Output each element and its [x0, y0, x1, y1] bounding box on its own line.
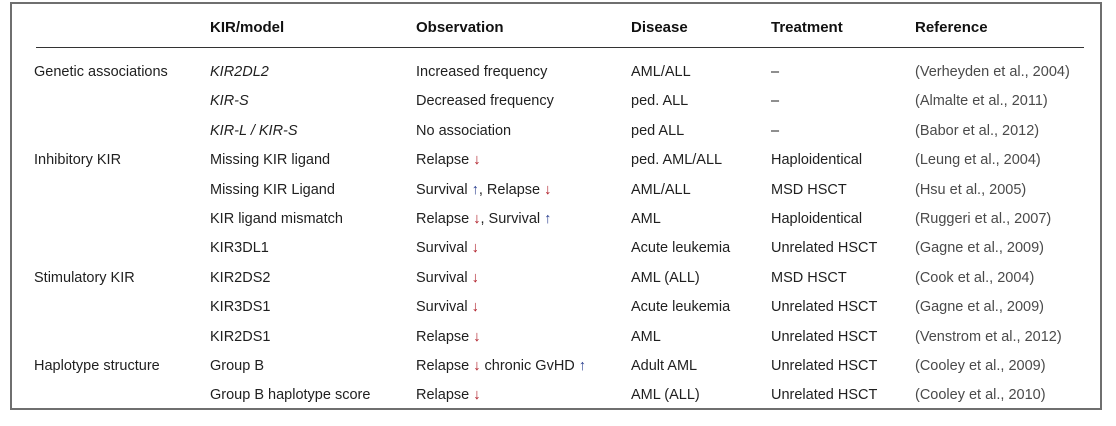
- kir-model-cell: KIR-L / KIR-S: [210, 122, 298, 139]
- treatment-cell: –: [771, 64, 780, 80]
- treatment-cell: Haploidentical: [771, 152, 863, 169]
- arrow-down-icon: ↓: [469, 387, 481, 404]
- reference-cell: (Babor et al., 2012): [915, 122, 1040, 139]
- kir-model-cell: Group B haplotype score: [210, 387, 371, 404]
- observation-text: Survival: [416, 299, 468, 316]
- observation-cell: Relapse ↓: [416, 329, 480, 345]
- treatment-cell: –: [771, 122, 780, 139]
- observation-cell: Survival ↓: [416, 299, 479, 315]
- observation-text: No association: [416, 122, 512, 139]
- observation-text-2: , Survival: [480, 211, 541, 227]
- disease-cell: ped ALL: [631, 122, 685, 139]
- arrow-down-icon: ↓: [467, 240, 479, 257]
- arrow-down-icon: ↓: [467, 269, 479, 286]
- arrow-down-icon: ↓: [469, 328, 481, 345]
- kir-model-cell: KIR3DL1: [210, 240, 269, 257]
- observation-cell: Relapse ↓ chronic GvHD ↑: [416, 358, 586, 374]
- treatment-cell: Unrelated HSCT: [771, 358, 878, 374]
- reference-cell: (Ruggeri et al., 2007): [915, 211, 1052, 227]
- reference-cell: (Gagne et al., 2009): [915, 299, 1044, 316]
- category-cell: Genetic associations: [34, 64, 168, 80]
- observation-cell: Relapse ↓, Survival ↑: [416, 211, 551, 227]
- disease-cell: AML (ALL): [631, 269, 700, 286]
- reference-cell: (Gagne et al., 2009): [915, 240, 1044, 257]
- observation-text: Survival: [416, 181, 468, 198]
- arrow-up-icon: ↑: [540, 211, 552, 227]
- treatment-cell: Unrelated HSCT: [771, 299, 878, 316]
- reference-cell: (Leung et al., 2004): [915, 152, 1041, 169]
- reference-cell: (Verheyden et al., 2004): [915, 64, 1070, 80]
- observation-text-2: chronic GvHD: [480, 358, 575, 374]
- observation-cell: Relapse ↓: [416, 152, 480, 168]
- kir-model-cell: KIR ligand mismatch: [210, 211, 343, 227]
- kir-model-cell: Group B: [210, 358, 264, 374]
- disease-cell: Adult AML: [631, 358, 698, 374]
- observation-cell: Survival ↓: [416, 270, 479, 286]
- table-frame: KIR/model Observation Disease Treatment …: [10, 2, 1102, 410]
- observation-cell: Increased frequency: [416, 64, 547, 80]
- disease-cell: AML: [631, 328, 661, 345]
- treatment-cell: Haploidentical: [771, 211, 863, 227]
- observation-text-2: , Relapse: [478, 181, 541, 198]
- reference-cell: (Cook et al., 2004): [915, 269, 1035, 286]
- observation-text: Relapse: [416, 358, 470, 374]
- arrow-down-icon: ↓: [540, 181, 552, 198]
- observation-text: Relapse: [416, 328, 470, 345]
- header-disease: Disease: [631, 19, 688, 36]
- arrow-up-icon: ↑: [467, 181, 479, 198]
- arrow-down-icon: ↓: [469, 211, 481, 227]
- observation-cell: Survival ↑, Relapse ↓: [416, 182, 551, 198]
- header-rule: [36, 47, 1084, 48]
- observation-cell: Relapse ↓: [416, 387, 480, 403]
- disease-cell: ped. AML/ALL: [631, 152, 723, 169]
- category-cell: Haplotype structure: [34, 358, 160, 374]
- category-cell: Stimulatory KIR: [34, 269, 135, 286]
- treatment-cell: Unrelated HSCT: [771, 240, 878, 257]
- disease-cell: AML: [631, 211, 661, 227]
- reference-cell: (Almalte et al., 2011): [915, 93, 1048, 110]
- disease-cell: AML/ALL: [631, 181, 691, 198]
- disease-cell: AML/ALL: [631, 64, 691, 80]
- arrow-down-icon: ↓: [469, 152, 481, 169]
- reference-cell: (Venstrom et al., 2012): [915, 328, 1062, 345]
- arrow-up-icon: ↑: [574, 358, 587, 374]
- kir-model-cell: KIR3DS1: [210, 299, 271, 316]
- observation-text: Relapse: [416, 211, 470, 227]
- treatment-cell: –: [771, 93, 780, 110]
- disease-cell: AML (ALL): [631, 387, 700, 404]
- kir-model-cell: KIR2DS1: [210, 328, 271, 345]
- disease-cell: ped. ALL: [631, 93, 689, 110]
- observation-cell: No association: [416, 123, 511, 139]
- treatment-cell: MSD HSCT: [771, 269, 847, 286]
- kir-model-cell: Missing KIR Ligand: [210, 181, 335, 198]
- kir-model-cell: Missing KIR ligand: [210, 152, 331, 169]
- arrow-down-icon: ↓: [469, 358, 481, 374]
- observation-text: Decreased frequency: [416, 93, 554, 110]
- observation-cell: Survival ↓: [416, 240, 479, 256]
- observation-text: Survival: [416, 269, 468, 286]
- kir-model-cell: KIR2DL2: [210, 64, 269, 80]
- observation-text: Survival: [416, 240, 468, 257]
- reference-cell: (Cooley et al., 2009): [915, 358, 1046, 374]
- treatment-cell: Unrelated HSCT: [771, 328, 878, 345]
- header-observation: Observation: [416, 19, 504, 36]
- disease-cell: Acute leukemia: [631, 240, 731, 257]
- kir-model-cell: KIR2DS2: [210, 269, 271, 286]
- disease-cell: Acute leukemia: [631, 299, 731, 316]
- observation-text: Increased frequency: [416, 64, 548, 80]
- treatment-cell: MSD HSCT: [771, 181, 847, 198]
- header-reference: Reference: [915, 19, 988, 36]
- kir-model-cell: KIR-S: [210, 93, 249, 110]
- observation-text: Relapse: [416, 152, 470, 169]
- observation-cell: Decreased frequency: [416, 93, 554, 109]
- observation-text: Relapse: [416, 387, 470, 404]
- treatment-cell: Unrelated HSCT: [771, 387, 878, 404]
- reference-cell: (Cooley et al., 2010): [915, 387, 1046, 404]
- header-kir-model: KIR/model: [210, 19, 285, 36]
- reference-cell: (Hsu et al., 2005): [915, 181, 1027, 198]
- category-cell: Inhibitory KIR: [34, 152, 122, 169]
- header-treatment: Treatment: [771, 19, 843, 36]
- arrow-down-icon: ↓: [467, 299, 479, 316]
